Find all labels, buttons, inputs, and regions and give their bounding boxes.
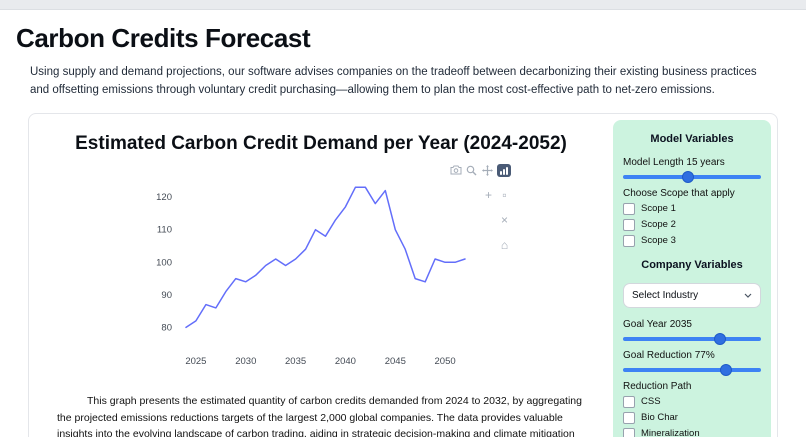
intro-paragraph: Using supply and demand projections, our… [30, 66, 757, 97]
plotly-logo-icon[interactable] [497, 163, 511, 177]
svg-text:110: 110 [157, 224, 172, 235]
scope-1-label: Scope 1 [641, 203, 676, 215]
forecast-card: Estimated Carbon Credit Demand per Year … [28, 112, 778, 437]
model-length-label: Model Length 15 years [623, 156, 725, 168]
controls-sidebar: Model Variables Model Length 15 years Ch… [613, 119, 771, 437]
goal-reduction-slider[interactable] [623, 367, 761, 372]
zoom-in-icon[interactable]: + [484, 188, 492, 203]
bio-char-label: Bio Char [641, 412, 678, 424]
scope-3-checkbox[interactable] [623, 234, 635, 247]
path-css-row: CSS [623, 395, 761, 408]
svg-text:2045: 2045 [385, 356, 406, 367]
chart-column: Estimated Carbon Credit Demand per Year … [35, 120, 607, 437]
goal-reduction-label: Goal Reduction 77% [623, 349, 715, 361]
svg-text:2025: 2025 [185, 356, 206, 367]
path-biochar-row: Bio Char [623, 411, 761, 424]
page-title: Carbon Credits Forecast [16, 23, 311, 53]
bio-char-checkbox[interactable] [623, 411, 635, 424]
home-icon[interactable]: ⌂ [500, 238, 509, 253]
scope-2-checkbox[interactable] [623, 218, 635, 231]
goal-year-slider[interactable] [623, 336, 761, 341]
svg-text:2050: 2050 [435, 356, 456, 367]
css-label: CSS [641, 396, 661, 408]
reduction-path-label: Reduction Path [623, 380, 692, 392]
company-variables-heading: Company Variables [641, 258, 743, 271]
zoom-icon[interactable] [465, 164, 478, 177]
mineralization-label: Mineralization [641, 428, 700, 437]
industry-select[interactable]: Select Industry [623, 282, 761, 308]
industry-select-value: Select Industry [632, 289, 699, 301]
svg-text:90: 90 [161, 290, 172, 301]
scope-2-row: Scope 2 [623, 218, 761, 231]
box-select-icon[interactable]: ▫ [502, 188, 507, 203]
scope-3-row: Scope 3 [623, 234, 761, 247]
mineralization-checkbox[interactable] [623, 427, 635, 437]
svg-text:2040: 2040 [335, 356, 356, 367]
scope-2-label: Scope 2 [641, 219, 676, 231]
scope-group-label: Choose Scope that apply [623, 187, 735, 199]
css-checkbox[interactable] [623, 395, 635, 408]
svg-text:120: 120 [156, 192, 172, 203]
goal-year-label: Goal Year 2035 [623, 318, 692, 330]
chart-title: Estimated Carbon Credit Demand per Year … [75, 132, 567, 154]
browser-chrome-strip [0, 0, 806, 10]
demand-line-chart[interactable]: 80 90 100 110 120 2025 2030 2035 2040 2045 2050 [31, 157, 611, 385]
scope-3-label: Scope 3 [641, 235, 676, 247]
chart-modebar: + ▫ × ⌂ [447, 163, 511, 253]
scope-1-checkbox[interactable] [623, 202, 635, 215]
svg-text:2035: 2035 [285, 356, 306, 367]
pan-icon[interactable] [481, 164, 494, 177]
model-length-slider[interactable] [623, 174, 761, 179]
close-icon[interactable]: × [500, 213, 508, 228]
model-variables-heading: Model Variables [650, 132, 734, 145]
chart-caption: This graph presents the estimated quanti… [57, 394, 582, 437]
svg-text:100: 100 [156, 257, 172, 268]
svg-text:2030: 2030 [235, 356, 256, 367]
camera-icon[interactable] [449, 164, 462, 177]
svg-text:80: 80 [161, 322, 172, 333]
scope-1-row: Scope 1 [623, 202, 761, 215]
chevron-down-icon [744, 290, 752, 301]
path-mineralization-row: Mineralization [623, 427, 761, 437]
